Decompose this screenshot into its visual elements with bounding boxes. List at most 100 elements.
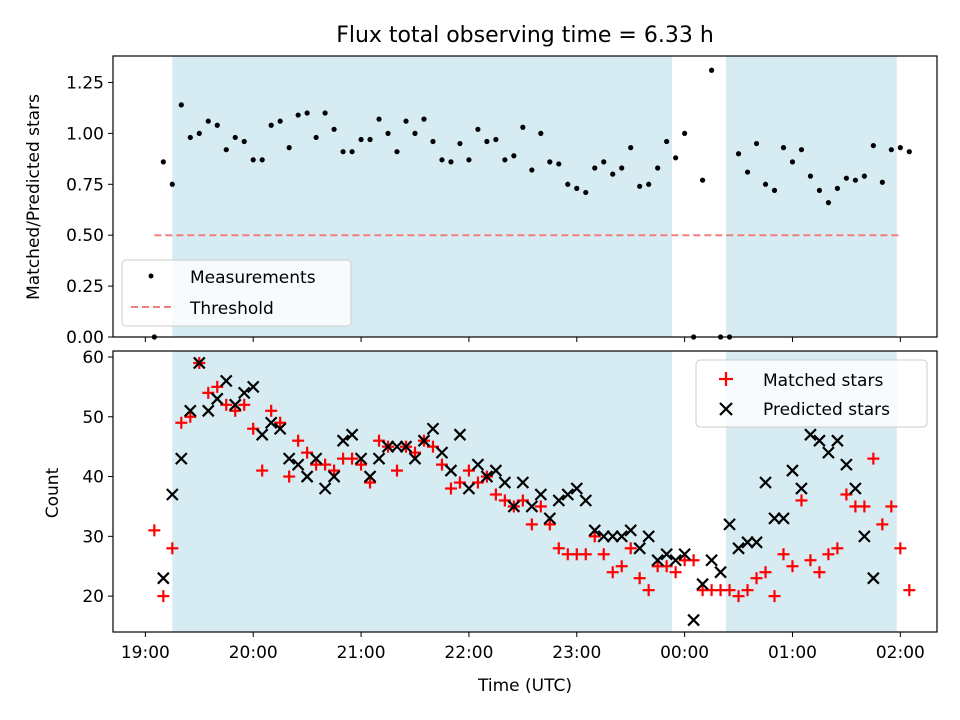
ratio-x-ticks xyxy=(144,337,901,342)
measurement-point xyxy=(439,157,445,163)
x-tick-label: 02:00 xyxy=(876,643,925,663)
matched-stars-point xyxy=(292,434,305,447)
predicted-stars-point xyxy=(480,470,494,483)
matched-stars-point xyxy=(804,554,817,567)
predicted-stars-point xyxy=(273,422,287,436)
measurement-point xyxy=(610,171,616,177)
matched-stars-point xyxy=(624,542,637,555)
matched-stars-point xyxy=(346,452,359,465)
measurement-point xyxy=(376,116,382,122)
predicted-stars-point xyxy=(462,482,476,495)
matched-stars-point xyxy=(175,416,188,429)
matched-stars-point xyxy=(741,584,754,597)
matched-stars-point xyxy=(597,548,610,561)
y-tick-label: 1.00 xyxy=(66,124,104,144)
predicted-stars-point xyxy=(193,356,206,370)
predicted-stars-point xyxy=(435,446,449,459)
measurement-point xyxy=(187,134,193,141)
predicted-stars-point xyxy=(408,452,422,465)
x-tick-label: 21:00 xyxy=(337,643,386,663)
y-tick-label: 0.00 xyxy=(66,328,104,348)
matched-stars-point xyxy=(489,488,502,501)
measurement-point xyxy=(241,138,247,145)
predicted-stars-point xyxy=(201,404,215,418)
measurement-point xyxy=(592,165,598,171)
measurement-point xyxy=(268,122,274,128)
count-legend-box xyxy=(695,359,928,428)
count-x-ticks: 19:00 20:00 21:00 22:00 23:00 00:00 01:00 02:00 xyxy=(121,632,925,663)
measurement-point xyxy=(421,116,427,122)
predicted-stars-point xyxy=(678,547,691,561)
predicted-stars-point xyxy=(633,542,646,555)
predicted-stars-point xyxy=(543,512,557,525)
predicted-stars-point xyxy=(489,464,503,477)
measurement-point xyxy=(286,145,292,151)
matched-stars-point xyxy=(813,566,826,579)
measurement-point xyxy=(646,181,652,187)
measurements-legend-label: Measurements xyxy=(190,268,316,288)
measurement-point xyxy=(250,157,256,163)
measurement-point xyxy=(430,138,436,145)
matched-stars-point xyxy=(543,518,556,531)
x-tick-label: 20:00 xyxy=(229,643,278,663)
predicted-stars-point xyxy=(166,488,179,501)
measurement-point xyxy=(825,200,832,206)
measurement-point xyxy=(699,177,706,183)
measurement-point xyxy=(628,145,634,151)
matched-stars-point xyxy=(669,566,682,579)
predicted-stars-point xyxy=(579,494,593,507)
measurement-point xyxy=(502,157,508,163)
predicted-stars-point xyxy=(849,482,862,495)
predicted-stars-point xyxy=(552,494,566,507)
measurement-point xyxy=(457,140,463,147)
matched-stars-point xyxy=(723,584,736,597)
y-tick-label: 0.25 xyxy=(66,277,104,297)
predicted-stars-point xyxy=(777,512,790,525)
predicted-stars-point xyxy=(237,386,251,400)
predicted-stars-point xyxy=(184,404,197,418)
predicted-stars-point xyxy=(615,530,628,543)
matched-stars-point xyxy=(274,416,287,429)
predicted-stars-point xyxy=(516,476,530,489)
predicted-stars-point xyxy=(390,440,404,453)
measurement-point xyxy=(196,130,202,136)
predicted-stars-point xyxy=(705,553,718,567)
measurement-point xyxy=(538,130,544,136)
predicted-stars-point xyxy=(246,380,260,394)
predicted-stars-point xyxy=(345,428,359,441)
matched-stars-point xyxy=(166,542,179,555)
matched-stars-point xyxy=(265,404,278,417)
predicted-stars-point xyxy=(795,482,808,495)
chart-title: Flux total observing time = 6.33 h xyxy=(336,23,714,48)
measurement-point xyxy=(529,167,535,173)
measurement-point xyxy=(259,157,265,163)
measurement-point xyxy=(340,149,346,155)
predicted-stars-point xyxy=(336,434,350,447)
y-tick-label: 50 xyxy=(82,408,104,428)
predicted-stars-point xyxy=(228,398,242,412)
predicted-stars-point xyxy=(417,434,431,447)
matched-stars-point xyxy=(768,590,781,603)
predicted-stars-point xyxy=(867,571,880,585)
matched-stars-point xyxy=(328,464,341,477)
measurement-point xyxy=(744,169,751,175)
measurement-point xyxy=(771,187,778,193)
predicted-stars-point xyxy=(507,500,521,513)
ratio-legend: Measurements Threshold xyxy=(121,259,352,327)
matched-stars-point xyxy=(157,590,170,603)
predicted-stars-point xyxy=(759,476,772,489)
measurement-point xyxy=(762,181,769,187)
predicted-stars-point xyxy=(723,518,736,531)
predicted-stars-point xyxy=(399,440,413,453)
matched-stars-point xyxy=(615,560,628,573)
predicted-stars-point xyxy=(642,530,655,543)
predicted-stars-point xyxy=(840,458,853,471)
measurement-point xyxy=(205,118,211,124)
measurement-point xyxy=(169,181,175,187)
predicted-stars-point xyxy=(327,470,341,483)
matched-stars-point xyxy=(642,584,655,597)
ratio-y-ticks: 0.00 0.25 0.50 0.75 1.00 1.25 xyxy=(66,73,113,348)
measurement-point xyxy=(520,124,526,130)
measurement-point xyxy=(322,110,328,116)
measurement-point xyxy=(358,136,364,143)
